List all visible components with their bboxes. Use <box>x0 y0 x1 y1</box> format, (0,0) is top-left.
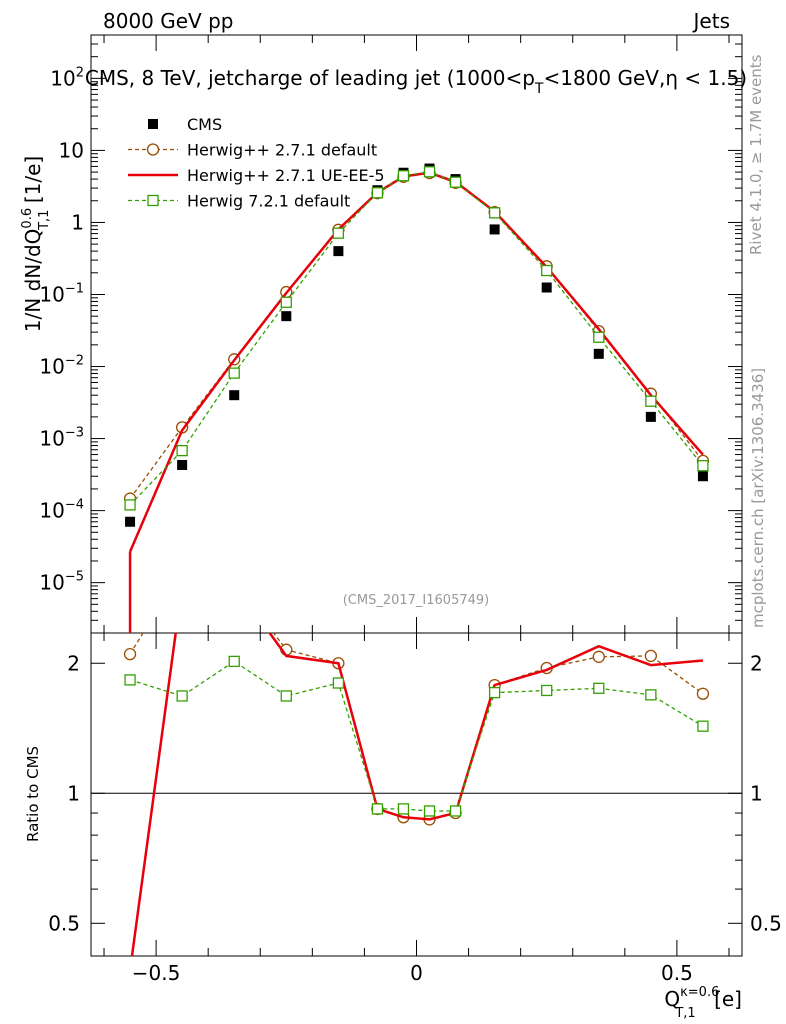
ratio-y-axis: 0.5 0.5 1 1 2 2 <box>48 651 782 935</box>
data-point-herwig7 <box>541 264 553 277</box>
data-point-cms <box>489 224 500 235</box>
data-point-herwig7 <box>593 331 605 343</box>
legend-label: CMS <box>187 115 222 134</box>
data-point-herwig-default <box>696 687 710 700</box>
ratio-y-tick-label: 0.5 <box>48 911 80 935</box>
ratio-y-tick-label: 1 <box>67 781 80 805</box>
data-point-herwig7 <box>449 805 462 817</box>
legend-label: Herwig 7.2.1 default <box>187 192 350 211</box>
data-point-herwig7 <box>697 460 709 472</box>
data-point-herwig7 <box>371 187 384 199</box>
legend-marker-circle <box>146 143 160 156</box>
y-tick-label: 10−5 <box>39 570 84 595</box>
legend-label: Herwig++ 2.7.1 UE-EE-5 <box>187 166 385 185</box>
data-point-herwig7 <box>697 720 709 732</box>
data-point-herwig-default <box>644 649 658 663</box>
data-point-herwig7 <box>593 682 605 694</box>
data-point-cms <box>125 516 136 527</box>
series-line-solid <box>130 633 704 956</box>
data-point-herwig7 <box>449 176 462 188</box>
data-point-herwig7 <box>397 803 410 815</box>
series-line-dashed-square <box>129 171 704 506</box>
legend-label: Herwig++ 2.7.1 default <box>187 141 377 160</box>
ratio-y-tick-label: 2 <box>67 651 80 675</box>
y-tick-label: 1 <box>71 210 84 234</box>
data-point-cms <box>541 282 552 293</box>
main-y-axis: 102 10 1 10−1 10−2 10−3 10−4 10−5 <box>39 34 742 634</box>
ratio-y-tick-label-right: 2 <box>750 651 763 675</box>
data-point-herwig7 <box>541 684 553 697</box>
data-point-herwig7 <box>371 803 384 815</box>
y-tick-label: 10 <box>59 138 84 162</box>
category-label: Jets <box>692 9 730 33</box>
mcplots-label: mcplots.cern.ch [arXiv:1306.3436] <box>749 368 767 628</box>
data-point-herwig7 <box>124 674 136 686</box>
beam-label: 8000 GeV pp <box>103 9 234 33</box>
data-point-herwig7 <box>228 655 240 668</box>
y-tick-label: 102 <box>50 65 84 90</box>
legend: CMS Herwig++ 2.7.1 default Herwig++ 2.7.1 … <box>128 115 385 211</box>
analysis-id: (CMS_2017_I1605749) <box>343 593 490 608</box>
data-point-cms <box>645 411 656 422</box>
data-point-herwig7 <box>423 805 436 817</box>
data-point-cms <box>697 471 708 482</box>
data-point-herwig-default <box>592 650 605 663</box>
ratio-plot-area <box>123 633 710 956</box>
rivet-version-label: Rivet 4.1.0, ≥ 1.7M events <box>747 54 765 255</box>
data-point-herwig7 <box>332 227 345 239</box>
x-tick-label: −0.5 <box>132 961 181 985</box>
data-point-herwig7 <box>280 296 292 308</box>
data-point-cms <box>229 390 240 401</box>
data-point-herwig7 <box>488 207 501 219</box>
y-tick-label: 10−2 <box>39 354 84 379</box>
data-point-cms <box>593 348 604 359</box>
x-tick-label: 0 <box>410 961 423 985</box>
data-point-cms <box>177 459 188 470</box>
data-point-cms <box>281 311 292 322</box>
main-y-label: 1/N dN/dQ0.6 T,1 [1/e] <box>20 156 52 332</box>
series-line-dashed-square <box>129 660 704 812</box>
data-point-herwig7 <box>332 677 345 689</box>
data-point-herwig7 <box>645 689 657 701</box>
ratio-y-tick-label-right: 1 <box>750 781 763 805</box>
y-tick-label: 10−4 <box>39 498 84 523</box>
data-point-herwig7 <box>488 686 501 699</box>
data-point-herwig7 <box>124 499 136 511</box>
x-axis-label: Qκ=0.6 T,1 [e] <box>664 985 742 1021</box>
data-point-herwig-default <box>123 647 137 661</box>
data-point-herwig7 <box>423 166 436 178</box>
legend-marker-cms <box>148 119 158 129</box>
data-point-herwig7 <box>280 690 292 702</box>
data-point-herwig7 <box>176 444 188 457</box>
ratio-y-label: Ratio to CMS <box>24 746 42 842</box>
x-tick-label: 0.5 <box>661 961 693 985</box>
ratio-y-tick-label-right: 0.5 <box>750 911 782 935</box>
plot-title: CMS, 8 TeV, jetcharge of leading jet (10… <box>85 66 747 97</box>
legend-marker-square <box>147 194 159 207</box>
y-tick-label: 10−3 <box>39 426 84 451</box>
data-point-herwig7 <box>397 170 410 182</box>
x-axis: −0.5 0 0.5 <box>103 35 730 985</box>
data-point-herwig7 <box>645 395 657 407</box>
data-point-herwig7 <box>228 367 240 379</box>
data-point-cms <box>333 246 344 257</box>
series-line-solid <box>128 171 704 553</box>
y-tick-label: 10−1 <box>39 281 84 306</box>
data-point-herwig7 <box>176 690 188 702</box>
main-plot-area <box>123 163 710 633</box>
